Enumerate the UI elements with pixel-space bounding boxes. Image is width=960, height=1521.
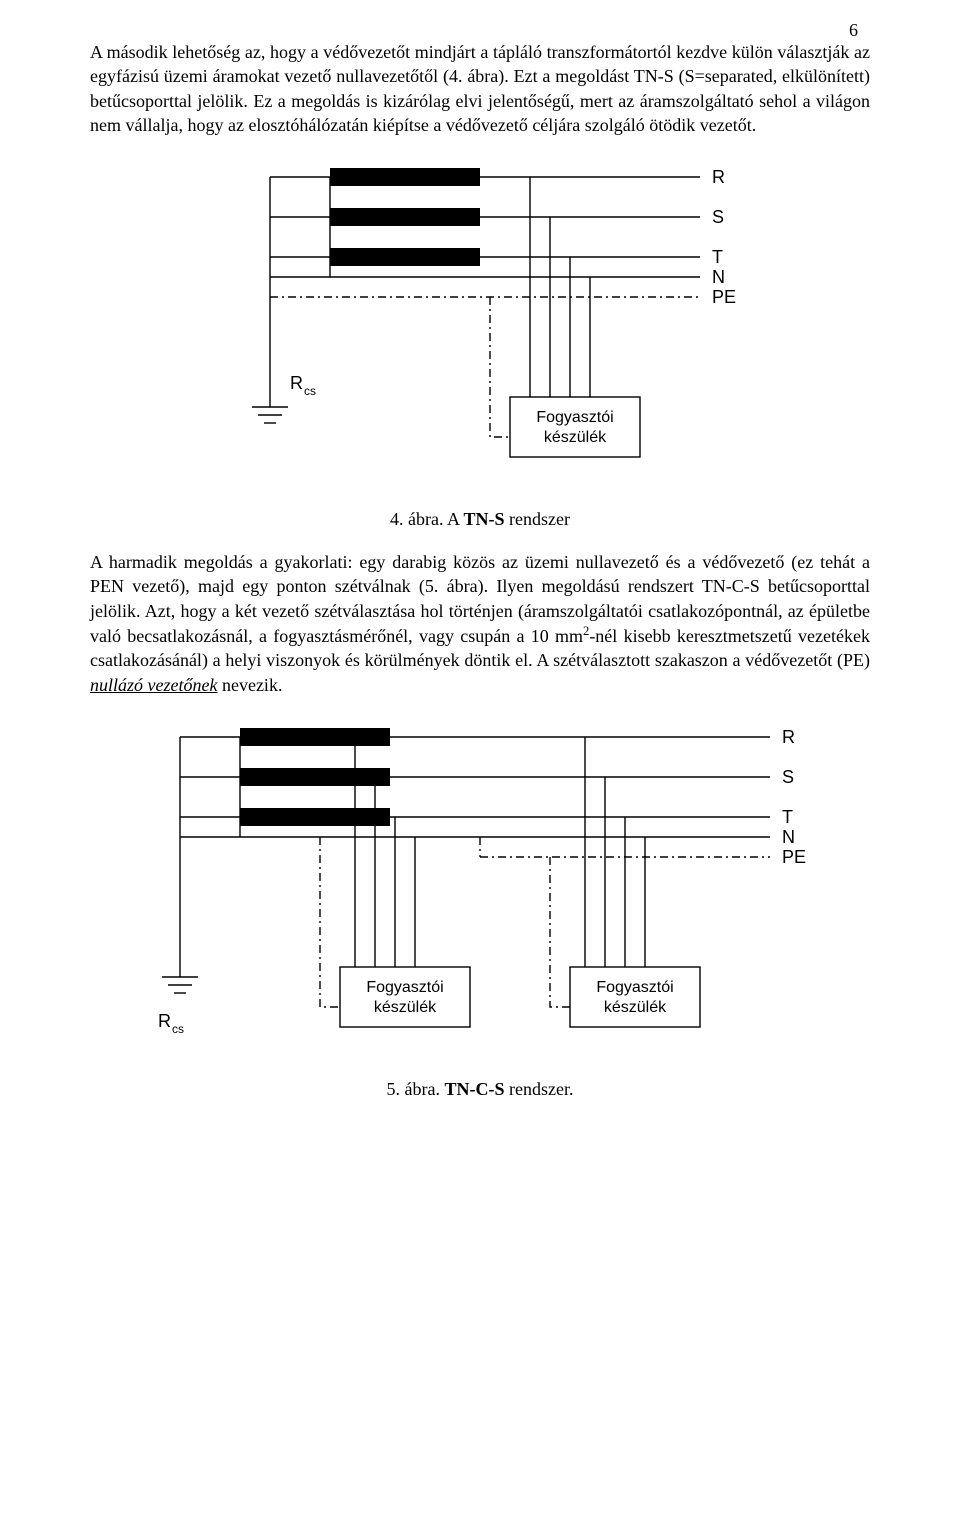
label-N: N bbox=[712, 267, 725, 287]
caption1-bold: TN-S bbox=[464, 509, 505, 529]
label-T: T bbox=[712, 247, 723, 267]
document-page: 6 A második lehetőség az, hogy a védővez… bbox=[0, 0, 960, 1180]
f5-c2-l2: készülék bbox=[604, 999, 667, 1016]
caption2-prefix: 5. ábra. bbox=[387, 1079, 445, 1099]
caption2-suffix: rendszer. bbox=[505, 1079, 574, 1099]
consumer-line2: készülék bbox=[544, 429, 607, 446]
caption1-prefix: 4. ábra. A bbox=[390, 509, 464, 529]
page-number: 6 bbox=[849, 20, 858, 41]
caption2-bold: TN-C-S bbox=[445, 1079, 505, 1099]
label-Rcs-R: R bbox=[290, 373, 303, 393]
label-Rcs-sub: cs bbox=[304, 384, 316, 398]
figure-4-caption: 4. ábra. A TN-S rendszer bbox=[90, 509, 870, 530]
figure-5-diagram: R S T N PE R cs Fogyasztói készülék Fogy… bbox=[130, 717, 830, 1067]
f5-label-PE: PE bbox=[782, 847, 806, 867]
f5-label-Rcs-R: R bbox=[158, 1011, 171, 1031]
label-R: R bbox=[712, 167, 725, 187]
f5-label-Rcs-sub: cs bbox=[172, 1022, 184, 1036]
paragraph-1: A második lehetőség az, hogy a védővezet… bbox=[90, 40, 870, 137]
f5-c1-l1: Fogyasztói bbox=[366, 979, 443, 996]
p2-c: nullázó vezetőnek bbox=[90, 675, 217, 695]
f5-c1-l2: készülék bbox=[374, 999, 437, 1016]
figure-5-caption: 5. ábra. TN-C-S rendszer. bbox=[90, 1079, 870, 1100]
label-S: S bbox=[712, 207, 724, 227]
f5-c2-l1: Fogyasztói bbox=[596, 979, 673, 996]
f5-label-T: T bbox=[782, 807, 793, 827]
p2-d: nevezik. bbox=[217, 675, 282, 695]
figure-4-diagram: R S T N PE R cs Fogyasztói készülék bbox=[200, 157, 760, 497]
caption1-suffix: rendszer bbox=[505, 509, 570, 529]
label-PE: PE bbox=[712, 287, 736, 307]
consumer-line1: Fogyasztói bbox=[536, 409, 613, 426]
f5-label-R: R bbox=[782, 727, 795, 747]
f5-label-S: S bbox=[782, 767, 794, 787]
f5-label-N: N bbox=[782, 827, 795, 847]
paragraph-2: A harmadik megoldás a gyakorlati: egy da… bbox=[90, 550, 870, 697]
